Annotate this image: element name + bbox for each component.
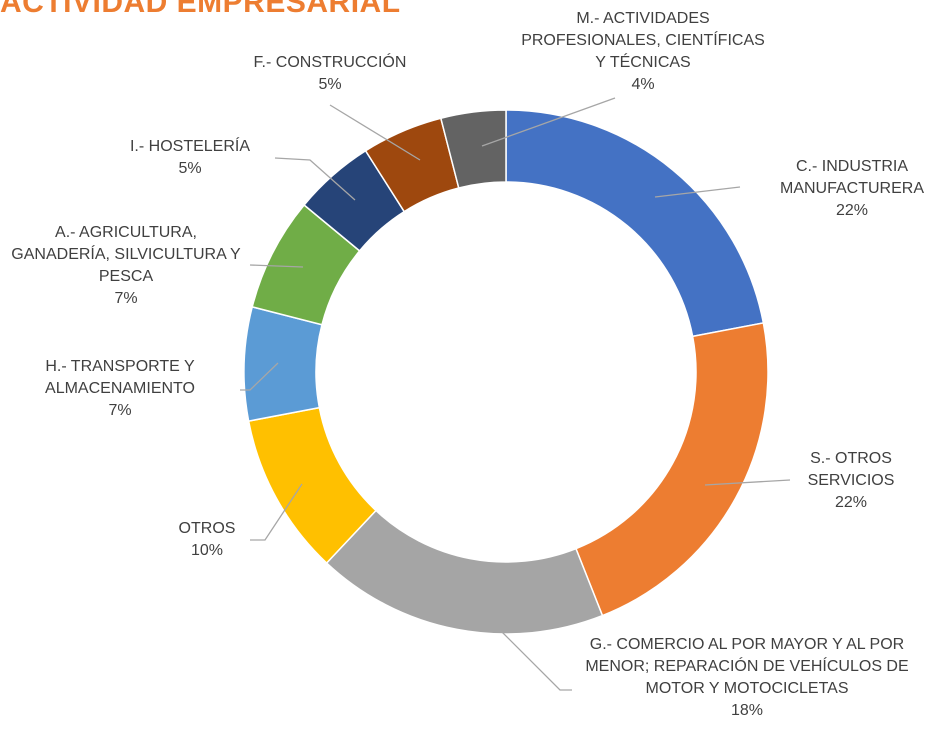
leader-line [499, 629, 572, 691]
leader-line [704, 479, 791, 486]
category-label: A.- AGRICULTURA, GANADERÍA, SILVICULTURA… [11, 224, 241, 285]
leader-line [329, 104, 421, 161]
donut-slice [505, 109, 765, 338]
category-label: H.- TRANSPORTE Y ALMACENAMIENTO [45, 358, 195, 397]
leader-line [481, 97, 616, 147]
value-label: 22% [834, 494, 868, 511]
value-label: 22% [835, 202, 869, 219]
category-label: S.- OTROS SERVICIOS [807, 450, 895, 489]
leader-line [249, 264, 304, 268]
category-label: OTROS [178, 520, 236, 537]
slice-label: H.- TRANSPORTE Y ALMACENAMIENTO 7% [20, 356, 220, 422]
value-label: 7% [108, 402, 132, 419]
category-label: F.- CONSTRUCCIÓN [253, 54, 407, 71]
category-label: I.- HOSTELERÍA [129, 138, 251, 155]
value-label: 5% [178, 160, 202, 177]
leader-line [654, 186, 741, 198]
chart-title: ACTIVIDAD EMPRESARIAL [0, 0, 401, 19]
value-label: 7% [114, 290, 138, 307]
slice-label: OTROS 10% [147, 518, 267, 562]
value-label: 10% [190, 542, 224, 559]
value-label: 5% [318, 76, 342, 93]
donut-slice [325, 509, 604, 635]
slice-label: I.- HOSTELERÍA 5% [90, 136, 290, 180]
slice-label: F.- CONSTRUCCIÓN 5% [230, 52, 430, 96]
value-label: 4% [631, 76, 655, 93]
value-label: 18% [730, 702, 764, 719]
leader-line [250, 483, 303, 541]
slice-label: G.- COMERCIO AL POR MAYOR Y AL POR MENOR… [582, 634, 912, 722]
donut-slice [574, 322, 769, 617]
donut-slice [243, 305, 323, 422]
leader-line [274, 157, 356, 201]
category-label: G.- COMERCIO AL POR MAYOR Y AL POR MENOR… [585, 636, 909, 697]
leader-line [240, 362, 279, 391]
slice-label: C.- INDUSTRIA MANUFACTURERA 22% [757, 156, 946, 222]
slice-label: M.- ACTIVIDADES PROFESIONALES, CIENTÍFIC… [518, 8, 768, 96]
category-label: M.- ACTIVIDADES PROFESIONALES, CIENTÍFIC… [521, 10, 765, 71]
category-label: C.- INDUSTRIA MANUFACTURERA [779, 158, 924, 197]
slice-label: S.- OTROS SERVICIOS 22% [791, 448, 911, 514]
donut-slice [439, 109, 507, 189]
slice-label: A.- AGRICULTURA, GANADERÍA, SILVICULTURA… [10, 222, 242, 310]
